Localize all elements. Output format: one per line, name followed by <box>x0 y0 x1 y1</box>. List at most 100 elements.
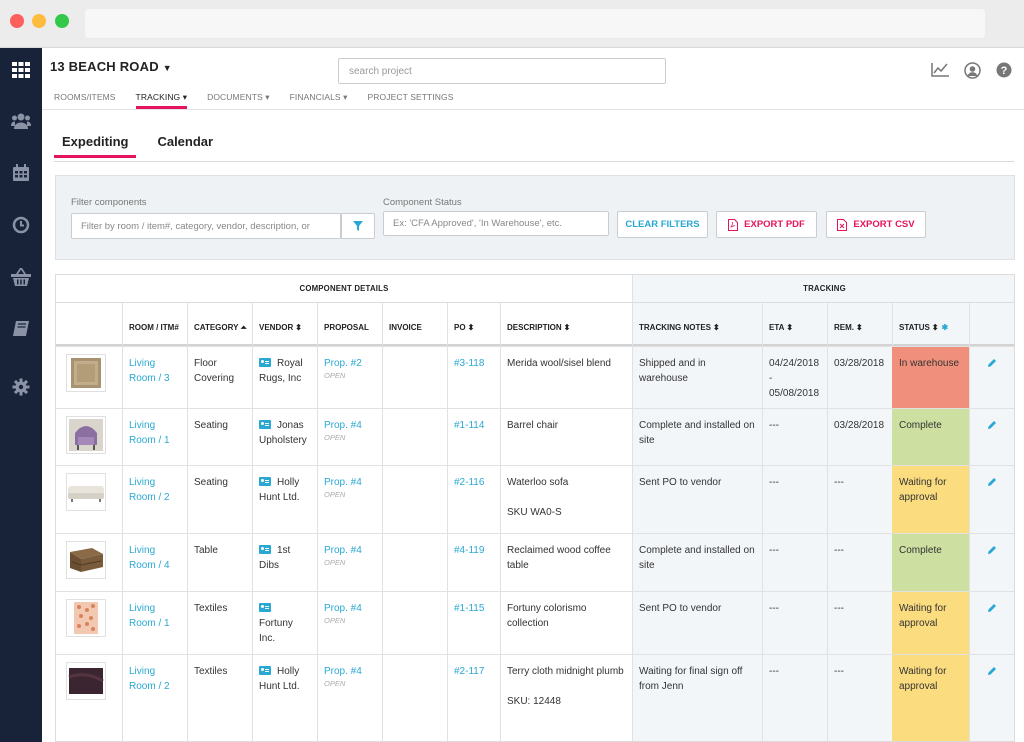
room-item-link[interactable]: Living Room / 2 <box>122 466 187 533</box>
room-item-link[interactable]: Living Room / 1 <box>122 592 187 654</box>
nav-rooms-items[interactable]: ROOMS/ITEMS <box>54 92 116 102</box>
description-column-header[interactable]: DESCRIPTION ⬍ <box>500 304 632 346</box>
item-thumbnail[interactable] <box>66 416 106 454</box>
apps-grid-icon[interactable] <box>11 60 31 80</box>
status-badge[interactable]: In warehouse <box>892 347 969 408</box>
proposal-link[interactable]: Prop. #4 <box>324 603 362 614</box>
user-profile-icon[interactable] <box>962 60 982 80</box>
eta-column-header[interactable]: ETA ⬍ <box>762 304 827 346</box>
vendor-cell[interactable]: Jonas Upholstery <box>252 409 317 465</box>
maximize-window-button[interactable] <box>55 14 69 28</box>
url-bar[interactable] <box>85 9 985 38</box>
status-badge[interactable]: Waiting for approval <box>892 466 969 533</box>
tab-calendar[interactable]: Calendar <box>157 134 214 149</box>
item-thumbnail[interactable] <box>66 662 106 700</box>
vendor-column-header[interactable]: VENDOR ⬍ <box>252 304 317 346</box>
tracking-notes-cell[interactable]: Complete and installed on site <box>639 420 755 446</box>
vendor-header-label: VENDOR <box>259 323 294 332</box>
category-column-header[interactable]: CATEGORY ⏶ <box>187 304 252 346</box>
nav-project-settings[interactable]: PROJECT SETTINGS <box>367 92 454 102</box>
analytics-chart-icon[interactable] <box>930 60 950 80</box>
tracking-notes-cell[interactable]: Shipped and in warehouse <box>639 358 706 384</box>
vendor-cell[interactable]: Royal Rugs, Inc <box>252 347 317 408</box>
minimize-window-button[interactable] <box>32 14 46 28</box>
nav-documents[interactable]: DOCUMENTS ▾ <box>207 92 270 102</box>
edit-pencil-icon[interactable] <box>987 477 997 487</box>
table-row[interactable]: Living Room / 1 Seating Jonas Upholstery Pro… <box>56 408 1014 465</box>
item-thumbnail[interactable] <box>66 541 106 579</box>
po-link[interactable]: #3-118 <box>454 358 485 369</box>
project-selector[interactable]: 13 BEACH ROAD ▼ <box>50 59 172 74</box>
po-column-header[interactable]: PO ⬍ <box>447 304 500 346</box>
status-badge[interactable]: Complete <box>892 409 969 465</box>
tracking-notes-cell[interactable]: Waiting for final sign off from Jenn <box>639 666 743 692</box>
status-column-header[interactable]: STATUS ⬍ ✱ <box>892 304 969 346</box>
vendor-cell[interactable]: Fortuny Inc. <box>252 592 317 654</box>
rem-column-header[interactable]: REM. ⬍ <box>827 304 892 346</box>
search-input[interactable] <box>338 58 666 84</box>
proposal-link[interactable]: Prop. #4 <box>324 477 362 488</box>
table-row[interactable]: Living Room / 2 Seating Holly Hunt Ltd. Prop… <box>56 465 1014 533</box>
room-item-link[interactable]: Living Room / 2 <box>122 655 187 741</box>
table-row[interactable]: Living Room / 1 Textiles Fortuny Inc. Prop. … <box>56 591 1014 654</box>
component-status-input[interactable] <box>383 211 609 236</box>
status-badge[interactable]: Waiting for approval <box>892 655 969 741</box>
proposal-link[interactable]: Prop. #2 <box>324 358 362 369</box>
tracking-notes-cell[interactable]: Sent PO to vendor <box>639 477 722 488</box>
room-column-header[interactable]: ROOM / ITM# <box>122 304 187 346</box>
edit-pencil-icon[interactable] <box>987 603 997 613</box>
basket-icon[interactable] <box>11 267 31 287</box>
tab-expediting[interactable]: Expediting <box>54 134 137 158</box>
po-link[interactable]: #2-116 <box>454 477 485 488</box>
clock-icon[interactable] <box>11 215 31 235</box>
tracking-notes-cell[interactable]: Sent PO to vendor <box>639 603 722 614</box>
export-pdf-label: EXPORT PDF <box>744 219 805 230</box>
edit-pencil-icon[interactable] <box>987 545 997 555</box>
settings-gear-icon[interactable] <box>11 377 31 397</box>
po-link[interactable]: #1-114 <box>454 420 485 431</box>
proposal-column-header[interactable]: PROPOSAL <box>317 304 382 346</box>
item-thumbnail[interactable] <box>66 599 106 637</box>
proposal-cell: Prop. #4 OPEN <box>317 534 382 591</box>
close-window-button[interactable] <box>10 14 24 28</box>
proposal-link[interactable]: Prop. #4 <box>324 545 362 556</box>
export-csv-button[interactable]: EXPORT CSV <box>826 211 926 238</box>
item-thumbnail[interactable] <box>66 354 106 392</box>
calendar-icon[interactable] <box>11 163 31 183</box>
tracking-notes-cell[interactable]: Complete and installed on site <box>639 545 755 571</box>
status-header-label: STATUS <box>899 323 930 332</box>
status-badge[interactable]: Complete <box>892 534 969 591</box>
vendor-cell[interactable]: Holly Hunt Ltd. <box>252 466 317 533</box>
tracking-notes-column-header[interactable]: TRACKING NOTES ⬍ <box>632 304 762 346</box>
vendor-cell[interactable]: Holly Hunt Ltd. <box>252 655 317 741</box>
export-pdf-button[interactable]: EXPORT PDF <box>716 211 817 238</box>
book-icon[interactable] <box>11 319 31 339</box>
po-link[interactable]: #2-117 <box>454 666 485 677</box>
table-row[interactable]: Living Room / 3 Floor Covering Royal Rugs, … <box>56 346 1014 408</box>
table-row[interactable]: Living Room / 4 Table 1st Dibs Prop. #4 OPEN #… <box>56 533 1014 591</box>
po-link[interactable]: #1-115 <box>454 603 485 614</box>
status-badge[interactable]: Waiting for approval <box>892 592 969 654</box>
edit-pencil-icon[interactable] <box>987 358 997 368</box>
help-icon[interactable]: ? <box>994 60 1014 80</box>
edit-pencil-icon[interactable] <box>987 420 997 430</box>
filter-components-input[interactable] <box>71 213 341 239</box>
proposal-link[interactable]: Prop. #4 <box>324 666 362 677</box>
po-link[interactable]: #4-119 <box>454 545 485 556</box>
settings-gear-icon[interactable]: ✱ <box>941 323 949 332</box>
table-row[interactable]: Living Room / 2 Textiles Holly Hunt Ltd. Pro… <box>56 654 1014 741</box>
description-text: Waterloo sofa <box>507 477 569 488</box>
invoice-column-header[interactable]: INVOICE <box>382 304 447 346</box>
proposal-link[interactable]: Prop. #4 <box>324 420 362 431</box>
clear-filters-button[interactable]: CLEAR FILTERS <box>617 211 708 238</box>
filter-apply-button[interactable] <box>341 213 375 239</box>
vendor-cell[interactable]: 1st Dibs <box>252 534 317 591</box>
nav-financials[interactable]: FINANCIALS ▾ <box>289 92 348 102</box>
room-item-link[interactable]: Living Room / 1 <box>122 409 187 465</box>
nav-tracking[interactable]: TRACKING ▾ <box>135 92 188 109</box>
room-item-link[interactable]: Living Room / 4 <box>122 534 187 591</box>
users-icon[interactable] <box>11 111 31 131</box>
item-thumbnail[interactable] <box>66 473 106 511</box>
room-item-link[interactable]: Living Room / 3 <box>122 347 187 408</box>
edit-pencil-icon[interactable] <box>987 666 997 676</box>
